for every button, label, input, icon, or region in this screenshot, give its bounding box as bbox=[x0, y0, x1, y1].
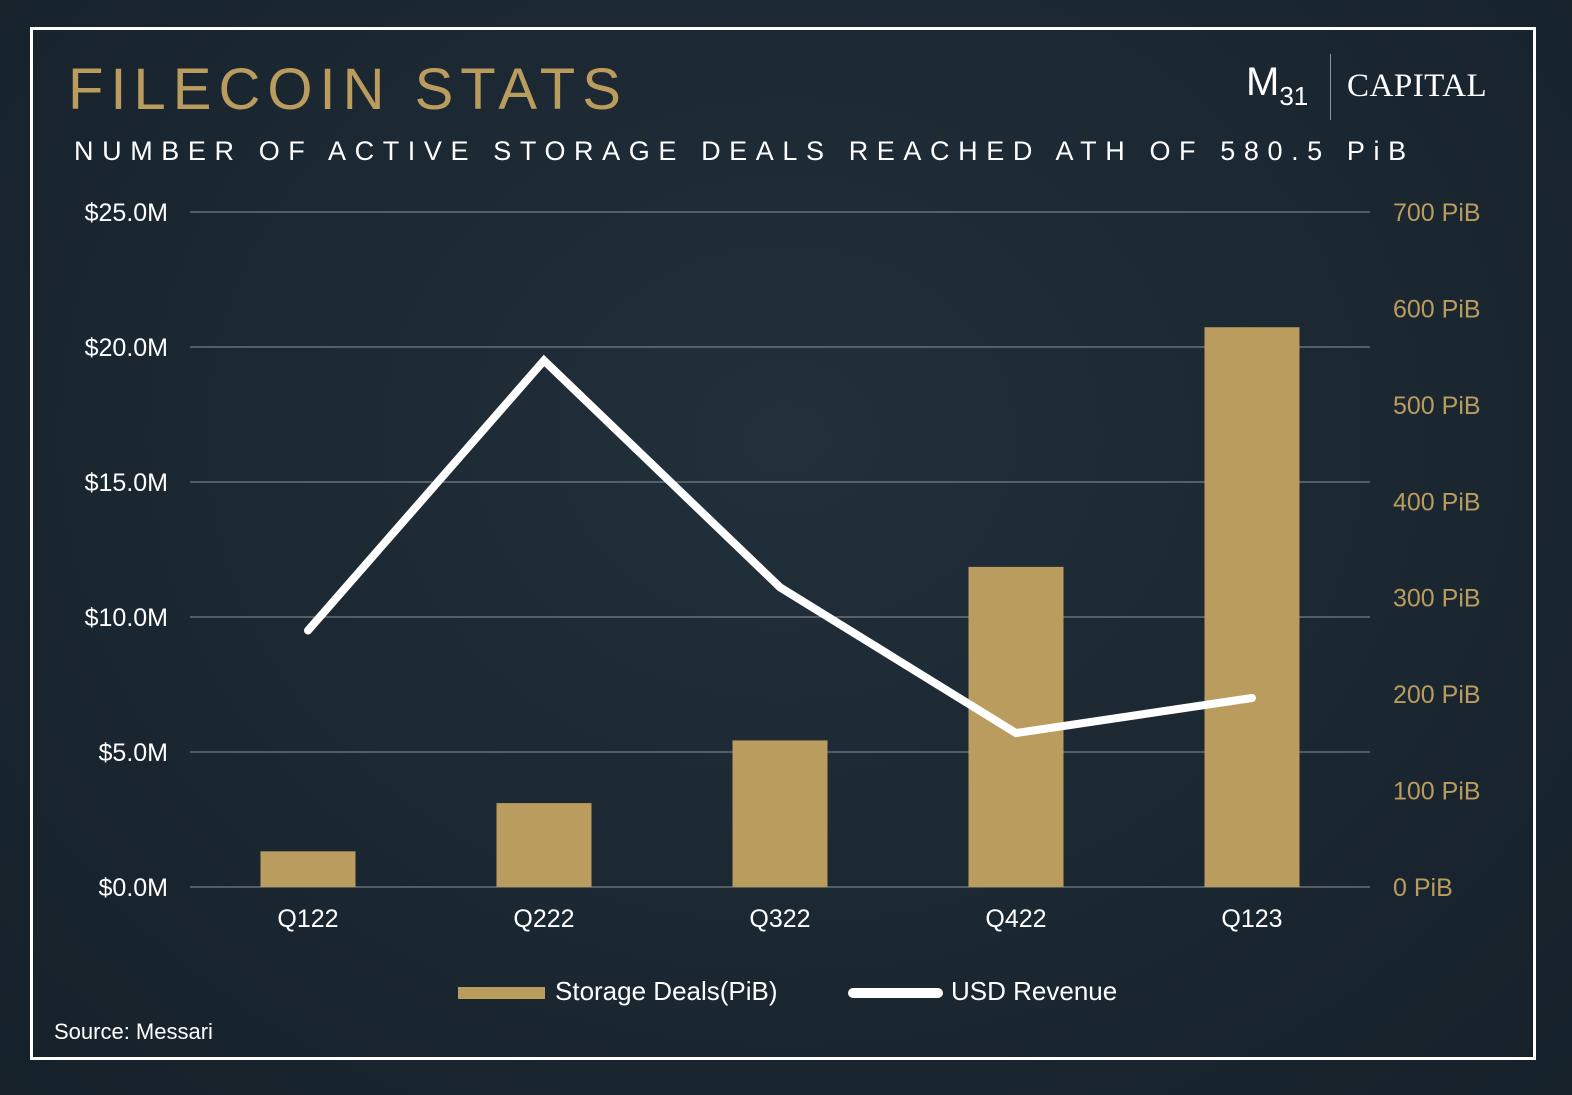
chart-subtitle: NUMBER OF ACTIVE STORAGE DEALS REACHED A… bbox=[74, 136, 1415, 166]
frame-border bbox=[30, 27, 1536, 1060]
x-axis-labels: Q122 Q222 Q322 Q422 Q123 bbox=[277, 905, 1282, 933]
source-note: Source: Messari bbox=[54, 1019, 213, 1044]
x-axis-label: Q422 bbox=[985, 905, 1046, 933]
right-axis-tick-label: 200 PiB bbox=[1393, 681, 1481, 709]
m31-capital-logo: M31 CAPITAL bbox=[1246, 54, 1506, 120]
right-axis-tick-label: 300 PiB bbox=[1393, 585, 1481, 613]
x-axis-label: Q322 bbox=[749, 905, 810, 933]
x-axis-label: Q222 bbox=[513, 905, 574, 933]
legend-label-storage-deals: Storage Deals(PiB) bbox=[555, 976, 778, 1006]
legend: Storage Deals(PiB) USD Revenue bbox=[458, 976, 1158, 1010]
storage-deals-bar bbox=[1204, 327, 1300, 887]
right-axis-tick-label: 0 PiB bbox=[1393, 874, 1453, 902]
left-axis-tick-label: $20.0M bbox=[85, 334, 168, 362]
storage-deals-bar bbox=[260, 851, 356, 887]
right-axis-ticks: 0 PiB 100 PiB 200 PiB 300 PiB 400 PiB 500 PiB… bbox=[1393, 199, 1481, 902]
legend-swatch-bar bbox=[458, 987, 545, 999]
right-axis-tick-label: 600 PiB bbox=[1393, 295, 1481, 323]
chart-title: FILECOIN STATS bbox=[68, 57, 628, 122]
right-axis-tick-label: 400 PiB bbox=[1393, 488, 1481, 516]
storage-deals-bar bbox=[732, 740, 828, 887]
legend-label-usd-revenue: USD Revenue bbox=[951, 976, 1118, 1006]
left-axis-tick-label: $15.0M bbox=[85, 469, 168, 497]
left-axis-tick-label: $25.0M bbox=[85, 199, 168, 227]
logo-text: CAPITAL bbox=[1347, 68, 1488, 104]
storage-deals-bars bbox=[260, 327, 1300, 887]
left-axis-tick-label: $5.0M bbox=[99, 739, 168, 767]
left-axis-ticks: $0.0M $5.0M $10.0M $15.0M $20.0M $25.0M bbox=[85, 199, 168, 902]
storage-deals-bar bbox=[496, 803, 592, 887]
x-axis-label: Q123 bbox=[1221, 905, 1282, 933]
right-axis-tick-label: 100 PiB bbox=[1393, 778, 1481, 806]
usd-revenue-line-series bbox=[304, 354, 1256, 738]
logo-mark-number: 31 bbox=[1279, 81, 1309, 111]
legend-swatch-line bbox=[848, 988, 943, 998]
left-axis-tick-label: $0.0M bbox=[99, 874, 168, 902]
logo-mark: M31 bbox=[1246, 60, 1308, 112]
usd-revenue-line bbox=[304, 354, 1256, 738]
x-axis-label: Q122 bbox=[277, 905, 338, 933]
logo-mark-letter: M bbox=[1246, 60, 1280, 104]
right-axis-tick-label: 500 PiB bbox=[1393, 392, 1481, 420]
right-axis-tick-label: 700 PiB bbox=[1393, 199, 1481, 227]
left-axis-tick-label: $10.0M bbox=[85, 604, 168, 632]
logo-divider bbox=[1330, 54, 1331, 120]
